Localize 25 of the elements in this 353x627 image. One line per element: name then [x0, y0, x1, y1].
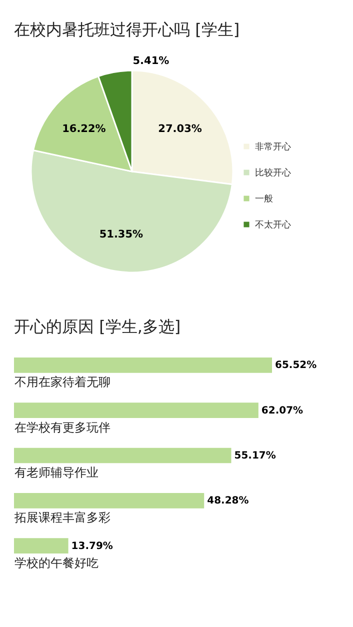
- bar: [14, 402, 258, 418]
- y-tick-label: 学校的午餐好吃: [14, 556, 98, 570]
- data-label: 51.35%: [99, 228, 144, 241]
- data-label: 27.03%: [158, 123, 202, 136]
- bar: [14, 358, 272, 373]
- data-label: 5.41%: [132, 55, 170, 68]
- data-label: 48.28%: [207, 496, 249, 507]
- y-tick-label: 不用在家待着无聊: [14, 375, 110, 390]
- data-label: 62.07%: [261, 405, 304, 416]
- data-label: 55.17%: [234, 450, 276, 462]
- bar: [14, 448, 232, 464]
- data-label: 13.79%: [71, 540, 113, 552]
- legend-label: 一般: [255, 194, 273, 204]
- bar: [14, 492, 204, 508]
- bar: [14, 538, 68, 554]
- legend-label: 不太开心: [255, 220, 291, 230]
- y-tick-label: 在学校有更多玩伴: [14, 420, 110, 434]
- chart-title: 在校内暑托班过得开心吗 [学生]: [14, 20, 240, 40]
- chart-title: 开心的原因 [学生,多选]: [14, 317, 181, 336]
- y-tick-label: 有老师辅导作业: [14, 466, 98, 480]
- y-tick-label: 拓展课程丰富多彩: [14, 510, 110, 525]
- legend-label: 比较开心: [255, 168, 291, 178]
- data-label: 16.22%: [62, 123, 106, 136]
- data-label: 65.52%: [275, 360, 317, 372]
- legend-label: 非常开心: [255, 142, 291, 152]
